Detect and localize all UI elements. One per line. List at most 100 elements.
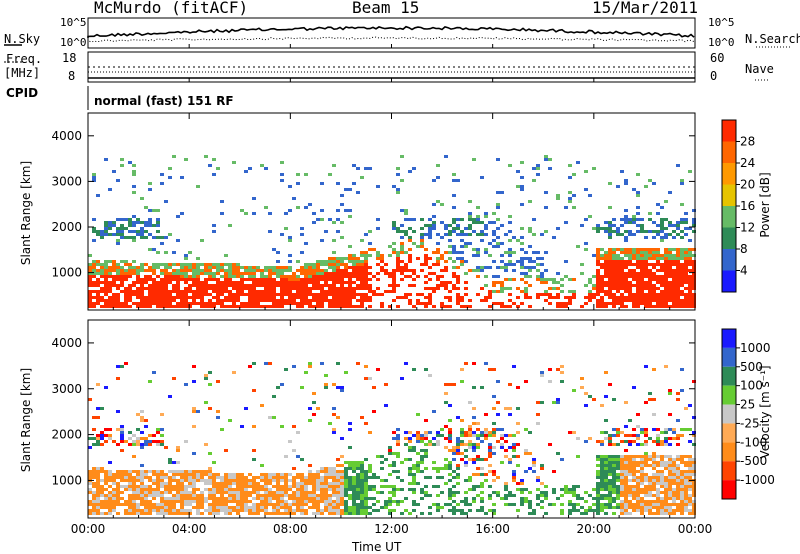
power-panel-cell <box>344 293 348 296</box>
power-panel-cell <box>308 290 312 293</box>
power-panel-cell <box>360 263 364 266</box>
power-panel-cell <box>248 272 252 275</box>
power-panel-cell <box>164 275 168 278</box>
velocity-panel-cell <box>452 452 456 455</box>
power-panel-cell <box>604 275 608 278</box>
power-panel-cell <box>304 272 308 275</box>
power-panel-cell <box>196 185 200 188</box>
power-panel-cell <box>348 284 352 287</box>
velocity-panel-cell <box>340 488 344 491</box>
power-panel-cell <box>268 275 272 278</box>
power-panel-cell <box>648 212 652 215</box>
velocity-panel-cell <box>104 482 108 485</box>
power-panel-cell <box>636 218 640 221</box>
power-panel-cell <box>256 269 260 272</box>
power-panel-cell <box>628 290 632 293</box>
velocity-panel-cell <box>644 491 648 494</box>
velocity-panel-cell <box>360 491 364 494</box>
velocity-panel-cell <box>648 509 652 512</box>
velocity-panel-cell <box>516 482 520 485</box>
power-panel-cell <box>500 281 504 284</box>
power-panel-cell <box>440 269 444 272</box>
power-panel-cell <box>512 269 516 272</box>
power-panel-cell <box>364 263 368 266</box>
power-panel-cell <box>404 209 408 212</box>
velocity-panel-cell <box>108 494 112 497</box>
power-panel-cell <box>176 290 180 293</box>
power-panel-cell <box>452 230 456 233</box>
power-panel-cell <box>372 290 376 293</box>
power-panel-cell <box>172 278 176 281</box>
velocity-panel-cell <box>688 458 692 461</box>
power-panel-cell <box>184 293 188 296</box>
velocity-panel-cell <box>424 443 428 446</box>
power-panel-cell <box>532 167 536 170</box>
velocity-panel-cell <box>604 461 608 464</box>
power-panel-cell <box>596 287 600 290</box>
power-panel-cell <box>120 236 124 239</box>
power-panel-cell <box>168 293 172 296</box>
power-panel-cell <box>492 233 496 236</box>
power-panel-cell <box>264 281 268 284</box>
power-panel-cell <box>596 269 600 272</box>
velocity-panel-cell <box>304 371 308 374</box>
power-panel-cell <box>468 200 472 203</box>
power-panel-cell <box>356 299 360 302</box>
velocity-panel-cell <box>152 494 156 497</box>
velocity-panel-cell <box>656 512 660 515</box>
power-panel-cell <box>212 287 216 290</box>
velocity-panel-cell <box>124 362 128 365</box>
velocity-panel-cell <box>108 503 112 506</box>
power-panel-cell <box>288 290 292 293</box>
velocity-panel-cell <box>660 473 664 476</box>
power-panel-cell <box>604 257 608 260</box>
power-panel-cell <box>616 248 620 251</box>
velocity-panel-cell <box>388 509 392 512</box>
power-panel-cell <box>596 260 600 263</box>
power-panel-cell <box>556 302 560 305</box>
power-panel-cell <box>644 284 648 287</box>
velocity-panel-cell <box>436 431 440 434</box>
velocity-panel-cell <box>540 482 544 485</box>
velocity-panel-cell <box>220 485 224 488</box>
velocity-panel-cell <box>448 419 452 422</box>
velocity-panel-cell <box>452 476 456 479</box>
power-panel-cell <box>636 290 640 293</box>
velocity-panel-cell <box>332 503 336 506</box>
power-panel-cell <box>384 269 388 272</box>
velocity-colorbar-frame <box>721 328 737 500</box>
velocity-panel-cell <box>332 407 336 410</box>
power-panel-cell <box>624 290 628 293</box>
velocity-panel-cell <box>368 512 372 515</box>
velocity-panel-cell <box>148 380 152 383</box>
power-panel-cell <box>248 305 252 308</box>
velocity-panel-cell <box>156 470 160 473</box>
power-panel-cell <box>88 296 92 299</box>
power-panel-cell <box>268 284 272 287</box>
velocity-panel-cell <box>664 491 668 494</box>
velocity-panel-cell <box>636 503 640 506</box>
velocity-panel-cell <box>108 512 112 515</box>
power-panel-cell <box>392 281 396 284</box>
power-panel-cell <box>128 221 132 224</box>
velocity-panel-cell <box>240 503 244 506</box>
velocity-panel-cell <box>660 509 664 512</box>
velocity-panel-cell <box>304 497 308 500</box>
velocity-panel-cell <box>348 485 352 488</box>
velocity-panel-cell <box>284 485 288 488</box>
velocity-panel-cell <box>452 500 456 503</box>
velocity-panel-cell <box>644 401 648 404</box>
power-panel-cell <box>436 200 440 203</box>
power-panel-cell <box>240 272 244 275</box>
velocity-panel-cell <box>264 491 268 494</box>
velocity-panel-cell <box>196 470 200 473</box>
power-panel-cell <box>672 290 676 293</box>
power-panel-cell <box>464 260 468 263</box>
power-panel-cell <box>196 266 200 269</box>
power-panel-cell <box>544 206 548 209</box>
velocity-panel-cell <box>636 461 640 464</box>
velocity-panel-cell <box>96 506 100 509</box>
power-panel-cell <box>168 167 172 170</box>
power-panel-cell <box>640 254 644 257</box>
velocity-panel-cell <box>156 473 160 476</box>
